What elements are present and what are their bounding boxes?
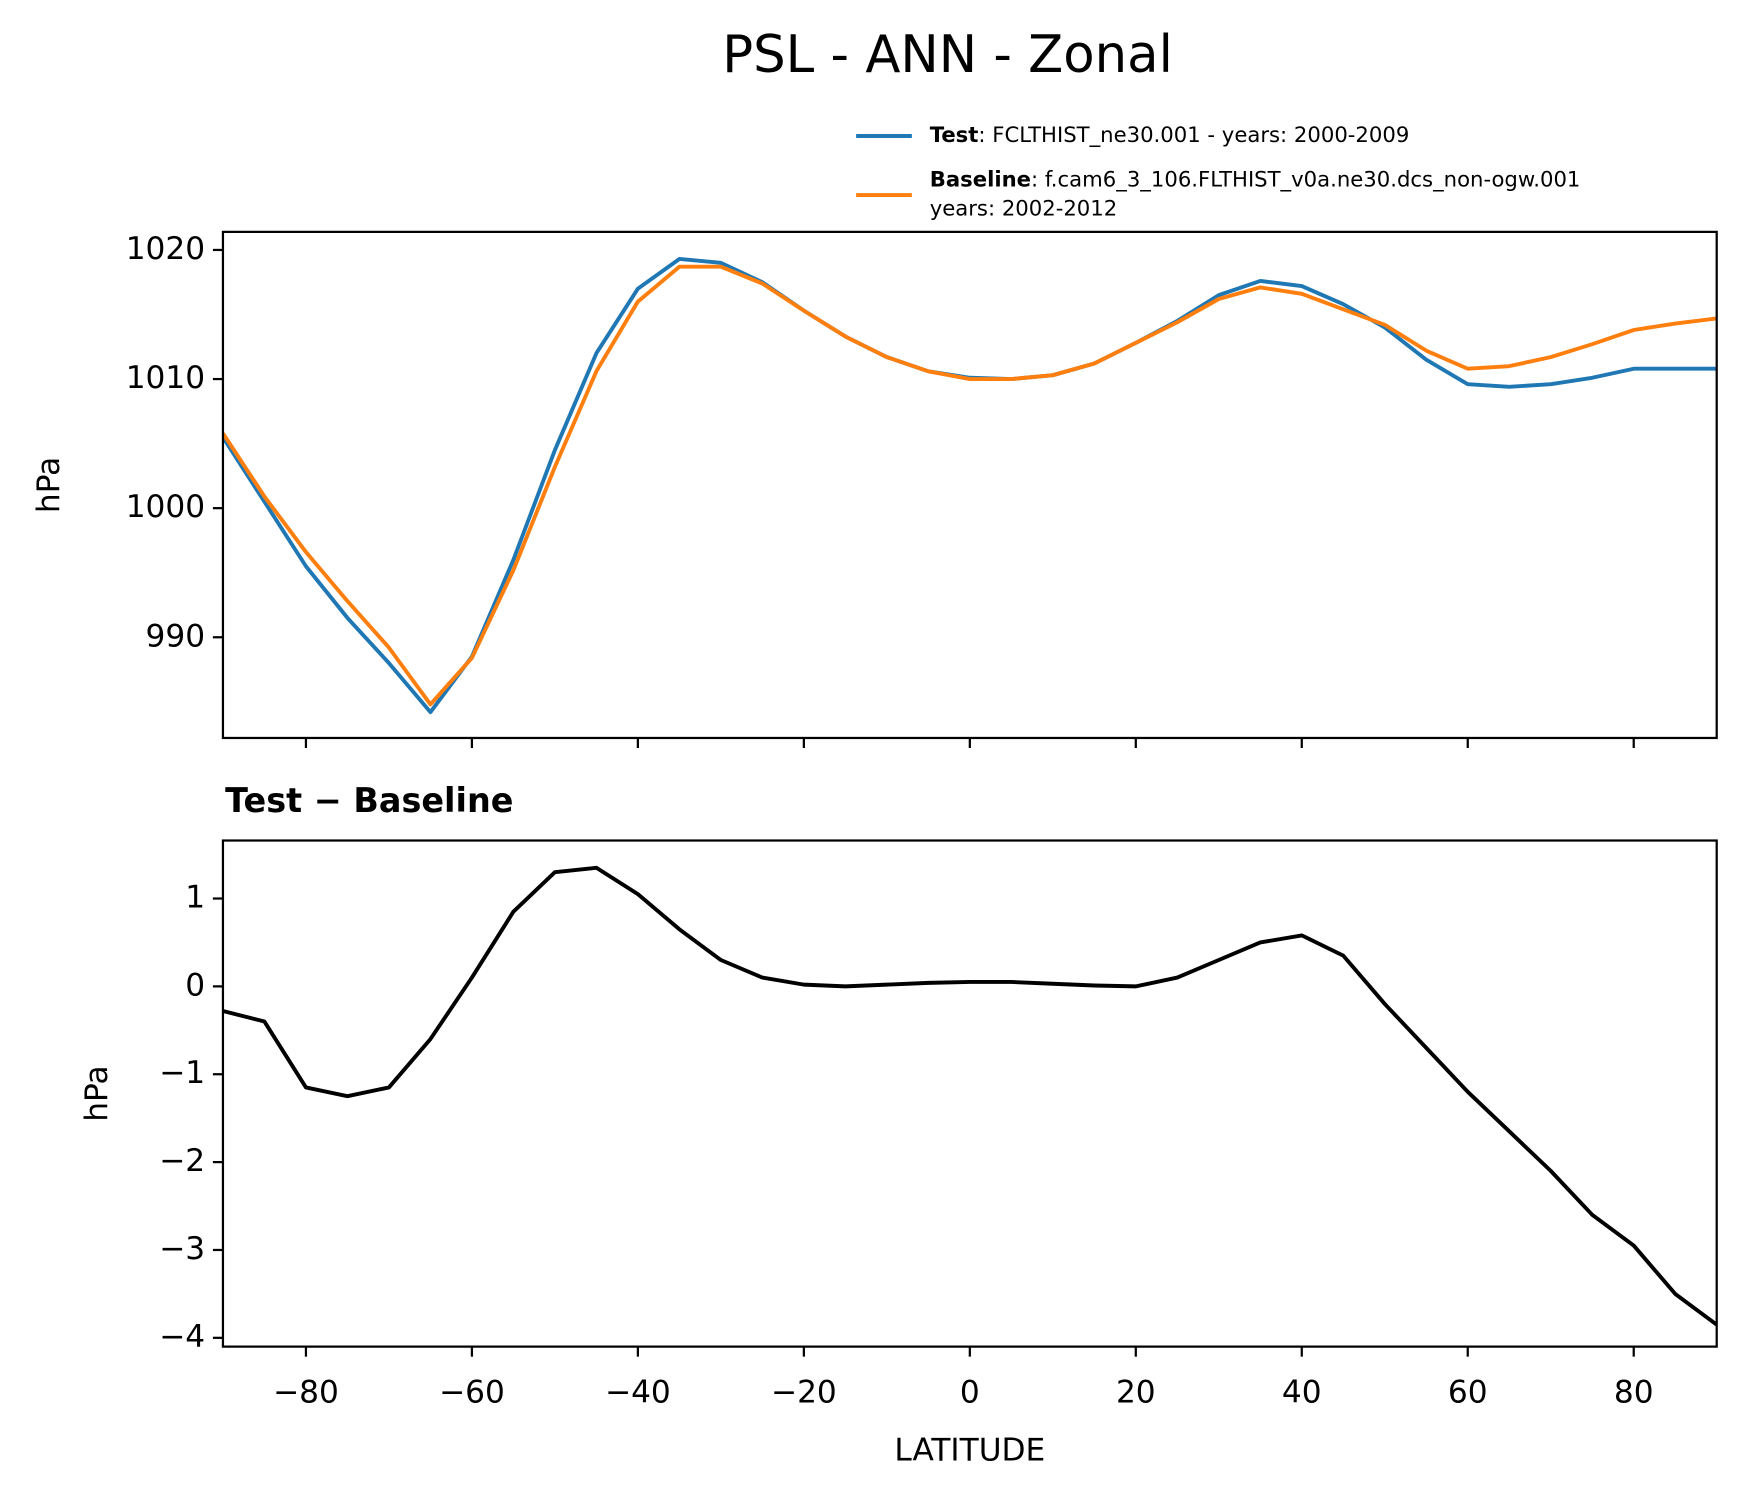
subplot-title: Test − Baseline (225, 781, 513, 820)
x-tick-label: −60 (439, 1374, 505, 1410)
legend-name: Baseline (930, 167, 1031, 192)
x-tick-label: 20 (1116, 1374, 1156, 1410)
series-line (222, 865, 1717, 1327)
x-axis-label: LATITUDE (894, 1432, 1045, 1468)
x-tick-label: 0 (960, 1374, 980, 1410)
series-line (222, 257, 1717, 715)
y-tick-label: 1020 (126, 231, 205, 267)
y-tick-label: −3 (159, 1231, 205, 1267)
y-tick-label: 1000 (126, 489, 205, 525)
y-axis-label: hPa (79, 1065, 115, 1121)
y-tick-label: 1 (185, 880, 205, 916)
axes-frame (221, 839, 1718, 1348)
legend-description: years: 2002-2012 (930, 196, 1118, 221)
series-line (222, 264, 1717, 707)
legend-label: Baseline: f.cam6_3_106.FLTHIST_v0a.ne30.… (930, 167, 1581, 193)
y-tick-label: −2 (159, 1143, 205, 1179)
x-tick-label: −80 (273, 1374, 339, 1410)
x-tick-label: 40 (1282, 1374, 1322, 1410)
legend-description: : FCLTHIST_ne30.001 - years: 2000-2009 (978, 122, 1409, 148)
x-tick-label: 80 (1614, 1374, 1654, 1410)
x-tick-label: −40 (605, 1374, 671, 1410)
y-axis-label: hPa (31, 457, 67, 513)
y-tick-label: 990 (146, 618, 206, 654)
chart-title: PSL - ANN - Zonal (722, 25, 1173, 85)
axes-frame (221, 230, 1718, 740)
y-tick-label: −4 (159, 1319, 205, 1355)
y-tick-label: 0 (185, 967, 205, 1003)
x-tick-label: 60 (1448, 1374, 1488, 1410)
y-tick-label: −1 (159, 1055, 205, 1091)
legend-label: Test: FCLTHIST_ne30.001 - years: 2000-20… (930, 122, 1410, 148)
y-tick-label: 1010 (126, 360, 205, 396)
legend-name: Test (930, 122, 979, 147)
x-tick-label: −20 (771, 1374, 837, 1410)
legend-description: : f.cam6_3_106.FLTHIST_v0a.ne30.dcs_non-… (1031, 167, 1580, 193)
